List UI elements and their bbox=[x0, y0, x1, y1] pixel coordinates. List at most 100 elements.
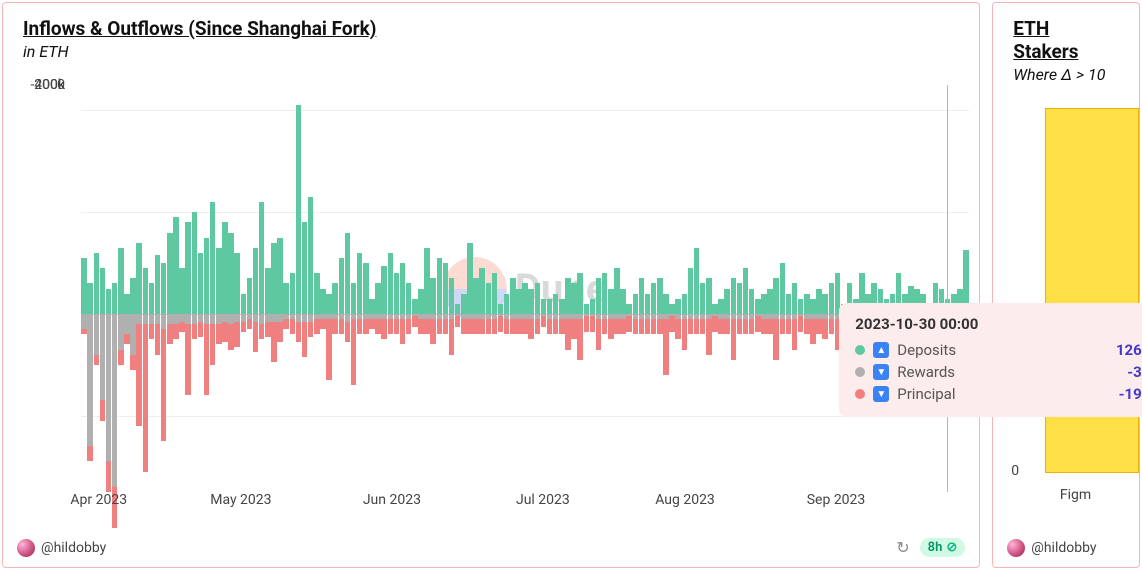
bar-column[interactable] bbox=[761, 85, 767, 492]
bar-column[interactable] bbox=[314, 85, 320, 492]
bar-column[interactable] bbox=[259, 85, 265, 492]
bar-column[interactable] bbox=[320, 85, 326, 492]
bar-column[interactable] bbox=[185, 85, 191, 492]
bar-column[interactable] bbox=[498, 85, 504, 492]
bar-column[interactable] bbox=[694, 85, 700, 492]
bar-column[interactable] bbox=[822, 85, 828, 492]
bar-column[interactable] bbox=[486, 85, 492, 492]
bar-column[interactable] bbox=[902, 85, 908, 492]
bar-column[interactable] bbox=[504, 85, 510, 492]
bar-column[interactable] bbox=[216, 85, 222, 492]
bar-column[interactable] bbox=[204, 85, 210, 492]
bar-column[interactable] bbox=[381, 85, 387, 492]
bar-column[interactable] bbox=[816, 85, 822, 492]
bar-column[interactable] bbox=[927, 85, 933, 492]
bar-column[interactable] bbox=[914, 85, 920, 492]
bar-column[interactable] bbox=[798, 85, 804, 492]
bar-column[interactable] bbox=[541, 85, 547, 492]
bar-column[interactable] bbox=[835, 85, 841, 492]
bar-column[interactable] bbox=[351, 85, 357, 492]
bar-column[interactable] bbox=[143, 85, 149, 492]
bar-column[interactable] bbox=[228, 85, 234, 492]
bar-column[interactable] bbox=[198, 85, 204, 492]
bar-column[interactable] bbox=[773, 85, 779, 492]
bar-column[interactable] bbox=[510, 85, 516, 492]
bar-column[interactable] bbox=[804, 85, 810, 492]
bar-column[interactable] bbox=[277, 85, 283, 492]
bar-column[interactable] bbox=[522, 85, 528, 492]
bar-column[interactable] bbox=[388, 85, 394, 492]
bar-column[interactable] bbox=[884, 85, 890, 492]
bar-column[interactable] bbox=[161, 85, 167, 492]
bar-column[interactable] bbox=[234, 85, 240, 492]
bar-column[interactable] bbox=[743, 85, 749, 492]
bar-column[interactable] bbox=[326, 85, 332, 492]
bar-column[interactable] bbox=[473, 85, 479, 492]
bar-column[interactable] bbox=[663, 85, 669, 492]
bar-column[interactable] bbox=[418, 85, 424, 492]
bar-column[interactable] bbox=[841, 85, 847, 492]
bar-column[interactable] bbox=[878, 85, 884, 492]
bar-column[interactable] bbox=[669, 85, 675, 492]
bar-column[interactable] bbox=[253, 85, 259, 492]
bar-column[interactable] bbox=[633, 85, 639, 492]
bar-column[interactable] bbox=[951, 85, 957, 492]
bar-column[interactable] bbox=[786, 85, 792, 492]
chart-title[interactable]: Inflows & Outflows (Since Shanghai Fork) bbox=[23, 17, 959, 40]
bar-column[interactable] bbox=[896, 85, 902, 492]
chart-area[interactable]: -200k0200k400k Dune Apr 2023May 2023Jun … bbox=[3, 65, 979, 532]
bar-column[interactable] bbox=[957, 85, 963, 492]
bar-column[interactable] bbox=[565, 85, 571, 492]
bar-column[interactable] bbox=[908, 85, 914, 492]
bar-column[interactable] bbox=[737, 85, 743, 492]
bar-column[interactable] bbox=[792, 85, 798, 492]
bar-column[interactable] bbox=[810, 85, 816, 492]
bar-column[interactable] bbox=[706, 85, 712, 492]
bar-column[interactable] bbox=[369, 85, 375, 492]
bar-column[interactable] bbox=[271, 85, 277, 492]
bar-column[interactable] bbox=[118, 85, 124, 492]
bar-column[interactable] bbox=[394, 85, 400, 492]
refresh-icon[interactable]: ↻ bbox=[896, 538, 909, 557]
bar-column[interactable] bbox=[712, 85, 718, 492]
bar-column[interactable] bbox=[308, 85, 314, 492]
bar-column[interactable] bbox=[920, 85, 926, 492]
bar-column[interactable] bbox=[210, 85, 216, 492]
bar-column[interactable] bbox=[461, 85, 467, 492]
bar-column[interactable] bbox=[400, 85, 406, 492]
bar-column[interactable] bbox=[731, 85, 737, 492]
bar-column[interactable] bbox=[492, 85, 498, 492]
bar-column[interactable] bbox=[375, 85, 381, 492]
bar-column[interactable] bbox=[547, 85, 553, 492]
bar-column[interactable] bbox=[100, 85, 106, 492]
bar-column[interactable] bbox=[682, 85, 688, 492]
bar-column[interactable] bbox=[87, 85, 93, 492]
bar-column[interactable] bbox=[296, 85, 302, 492]
bar-column[interactable] bbox=[596, 85, 602, 492]
bar-column[interactable] bbox=[571, 85, 577, 492]
bar-column[interactable] bbox=[724, 85, 730, 492]
bar-column[interactable] bbox=[173, 85, 179, 492]
bar-column[interactable] bbox=[780, 85, 786, 492]
bar-column[interactable] bbox=[222, 85, 228, 492]
bar-column[interactable] bbox=[553, 85, 559, 492]
bar-column[interactable] bbox=[283, 85, 289, 492]
bar-column[interactable] bbox=[675, 85, 681, 492]
bar-column[interactable] bbox=[167, 85, 173, 492]
bar-column[interactable] bbox=[620, 85, 626, 492]
bar-column[interactable] bbox=[535, 85, 541, 492]
bar-column[interactable] bbox=[339, 85, 345, 492]
bar-column[interactable] bbox=[149, 85, 155, 492]
bar-column[interactable] bbox=[81, 85, 87, 492]
bar-column[interactable] bbox=[192, 85, 198, 492]
bar-column[interactable] bbox=[853, 85, 859, 492]
bar-column[interactable] bbox=[755, 85, 761, 492]
bar-column[interactable] bbox=[700, 85, 706, 492]
bar-column[interactable] bbox=[332, 85, 338, 492]
bar-column[interactable] bbox=[516, 85, 522, 492]
bar-column[interactable] bbox=[247, 85, 253, 492]
bar-column[interactable] bbox=[963, 85, 969, 492]
bar-column[interactable] bbox=[639, 85, 645, 492]
bar-column[interactable] bbox=[479, 85, 485, 492]
side-chart-title[interactable]: ETH Stakers bbox=[1013, 17, 1119, 63]
